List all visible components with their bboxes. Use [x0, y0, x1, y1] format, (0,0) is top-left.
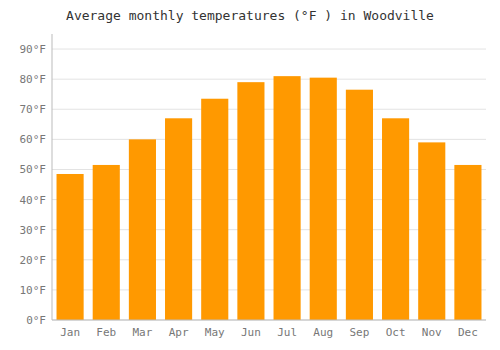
bar: [237, 82, 264, 320]
grid-line: [52, 320, 486, 321]
bar: [93, 165, 120, 320]
chart-svg: Average monthly temperatures (°F ) in Wo…: [0, 0, 500, 350]
bar: [274, 76, 301, 320]
bar: [346, 90, 373, 320]
bar: [418, 142, 445, 320]
x-axis: Jan Feb Mar Apr May Jun Jul Aug Sep Oct Nov Dec: [60, 326, 478, 339]
x-tick-label: Apr: [169, 326, 189, 339]
x-tick-label: Feb: [96, 326, 116, 339]
x-tick-label: Mar: [132, 326, 152, 339]
bar: [165, 118, 192, 320]
x-tick-label: Aug: [313, 326, 333, 339]
bar: [201, 99, 228, 320]
y-axis: 0°F 10°F 20°F 30°F 40°F 50°F 60°F 70°F 80°F 90°F: [20, 43, 47, 327]
grid-line: [52, 79, 486, 80]
bar: [310, 78, 337, 320]
bar: [129, 139, 156, 320]
bar: [382, 118, 409, 320]
x-tick-label: Jun: [241, 326, 261, 339]
y-tick-label: 80°F: [20, 73, 47, 86]
x-tick-label: Sep: [349, 326, 369, 339]
y-tick-label: 0°F: [26, 314, 46, 327]
y-tick-label: 20°F: [20, 254, 47, 267]
x-tick-label: Jul: [277, 326, 297, 339]
grid-line: [52, 49, 486, 50]
bars: [57, 76, 482, 320]
bar: [57, 174, 84, 320]
x-tick-label: Dec: [458, 326, 478, 339]
chart-container: Average monthly temperatures (°F ) in Wo…: [0, 0, 500, 350]
title: Average monthly temperatures (°F ) in Wo…: [66, 8, 434, 23]
y-tick-label: 40°F: [20, 194, 47, 207]
x-tick-label: Jan: [60, 326, 80, 339]
y-tick-label: 30°F: [20, 224, 47, 237]
y-tick-label: 90°F: [20, 43, 47, 56]
y-tick-label: 10°F: [20, 284, 47, 297]
grid: [52, 49, 486, 320]
x-tick-label: Nov: [422, 326, 442, 339]
y-tick-label: 70°F: [20, 103, 47, 116]
y-tick-label: 60°F: [20, 133, 47, 146]
x-tick-label: Oct: [386, 326, 406, 339]
y-tick-label: 50°F: [20, 163, 47, 176]
x-axis-line: [52, 320, 486, 321]
y-axis-line: [52, 34, 53, 320]
x-tick-label: May: [205, 326, 225, 339]
grid-line: [52, 109, 486, 110]
grid-line: [52, 139, 486, 140]
bar: [454, 165, 481, 320]
